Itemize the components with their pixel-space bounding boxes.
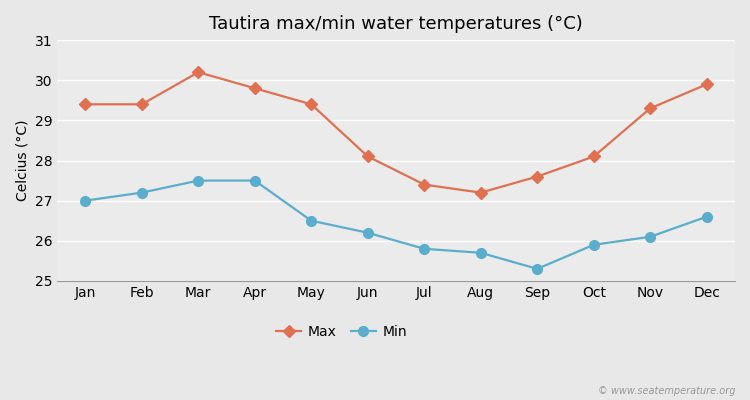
Y-axis label: Celcius (°C): Celcius (°C) [15,120,29,201]
Max [307,102,316,107]
Line: Max: Max [81,68,711,197]
Max [420,182,429,187]
Min [137,190,146,195]
Min [532,266,542,271]
Max [194,70,202,75]
Max [137,102,146,107]
Max [702,82,711,87]
Min [81,198,90,203]
Title: Tautira max/min water temperatures (°C): Tautira max/min water temperatures (°C) [209,15,583,33]
Max [532,174,542,179]
Text: © www.seatemperature.org: © www.seatemperature.org [598,386,735,396]
Min [363,230,372,235]
Legend: Max, Min: Max, Min [271,319,413,344]
Max [646,106,655,111]
Max [476,190,485,195]
Min [702,214,711,219]
Max [251,86,260,91]
Min [590,242,598,247]
Max [363,154,372,159]
Max [590,154,598,159]
Min [307,218,316,223]
Max [81,102,90,107]
Min [646,234,655,239]
Min [194,178,202,183]
Min [251,178,260,183]
Min [476,250,485,255]
Min [420,246,429,251]
Line: Min: Min [80,176,712,274]
